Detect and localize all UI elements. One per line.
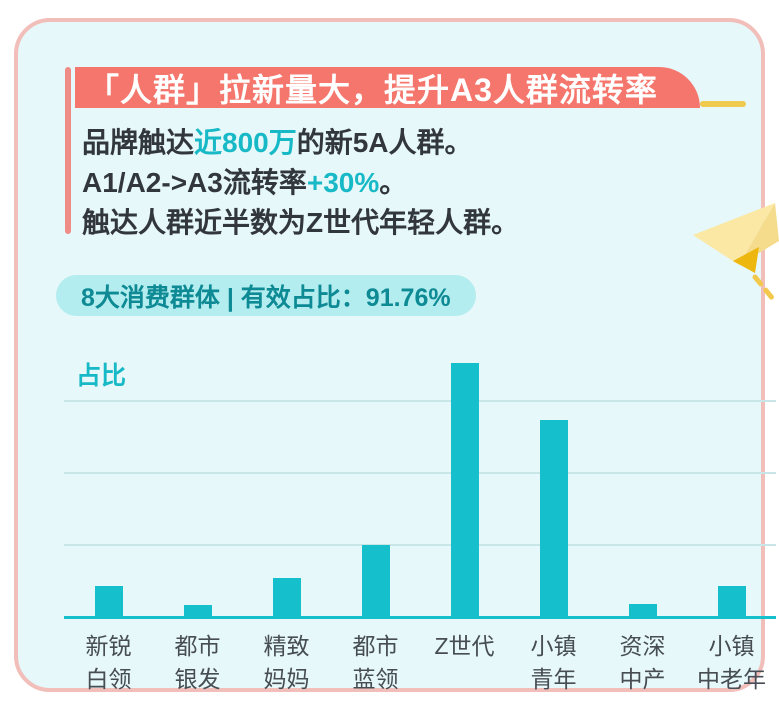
bar-小镇中老年 [717,585,746,618]
bar-slot [153,359,242,618]
gridline-30 [64,400,776,403]
title-underline-decoration [700,101,746,107]
summary-line-2: A1/A2->A3流转率+30%。 [82,167,408,198]
summary-line-3: 触达人群近半数为Z世代年轻人群。 [82,207,520,238]
bar-精致妈妈 [272,577,301,618]
x-axis-label-都市蓝领: 都市 蓝领 [352,633,399,692]
bar-slot [242,359,331,618]
highlight-rate: +30% [306,167,380,198]
x-axis-label-都市银发: 都市 银发 [174,633,221,692]
page-title: 「人群」拉新量大，提升A3人群流转率 [87,71,658,108]
bar-slot [509,359,598,618]
chart-title-badge: 8大消费群体 | 有效占比：91.76% [56,275,476,316]
x-axis-label-精致妈妈: 精致 妈妈 [263,633,310,692]
summary-text: 品牌触达近800万的新5A人群。 A1/A2->A3流转率+30%。 触达人群近… [82,123,519,243]
bars-container [64,359,776,618]
highlight-reach: 近800万 [194,127,297,158]
x-axis-label-小镇中老年: 小镇 中老年 [697,633,766,692]
bar-slot [598,359,687,618]
bar-都市银发 [183,605,212,618]
left-accent-stripe [65,67,71,234]
bar-slot [64,359,153,618]
bar-资深中产 [628,603,657,618]
bar-slot [420,359,509,618]
bar-chart-plot [64,359,776,619]
chart-title-badge-label: 8大消费群体 | 有效占比：91.76% [81,283,451,312]
summary-line-1: 品牌触达近800万的新5A人群。 [82,127,473,158]
paper-plane-icon [693,203,779,302]
bar-slot [687,359,776,618]
gridline-20 [64,472,776,475]
bar-新锐白领 [94,585,123,618]
report-card: 「人群」拉新量大，提升A3人群流转率 品牌触达近800万的新5A人群。 A1/A… [14,18,776,692]
x-axis-label-小镇青年: 小镇 青年 [530,633,577,692]
x-axis-labels: 新锐 白领 都市 银发 精致 妈妈 都市 蓝领 Z世代 小镇 青年 资深 中产 小镇 中老年 [64,630,776,696]
x-axis-label-Z世代: Z世代 [434,633,495,659]
bar-slot [331,359,420,618]
bar-Z世代 [450,362,479,618]
x-axis-label-资深中产: 资深 中产 [619,633,666,692]
title-banner: 「人群」拉新量大，提升A3人群流转率 [75,67,700,108]
x-axis-line [64,616,776,619]
bar-小镇青年 [539,420,568,618]
bar-都市蓝领 [361,545,390,618]
gridline-10 [64,544,776,547]
y-axis-label: 占比 [76,362,127,390]
x-axis-label-新锐白领: 新锐 白领 [85,633,132,692]
